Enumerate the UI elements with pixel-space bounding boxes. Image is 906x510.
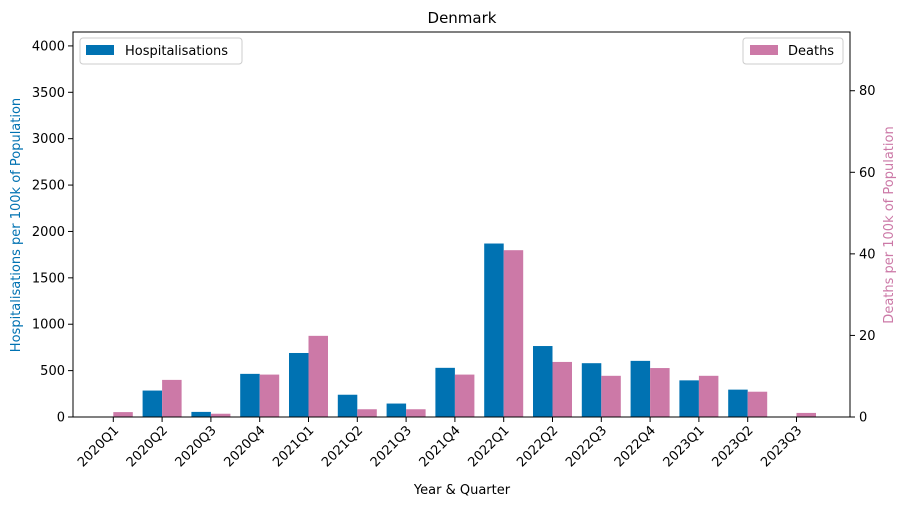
legend-hospitalisations: Hospitalisations xyxy=(79,37,243,65)
bar-hospitalisations-2023Q2 xyxy=(728,389,748,417)
legend-deaths: Deaths xyxy=(742,37,844,65)
bar-deaths-2021Q4 xyxy=(454,374,475,417)
y-right-tick-label-60: 60 xyxy=(859,166,876,181)
bar-hospitalisations-2021Q2 xyxy=(337,394,358,417)
bar-hospitalisations-2022Q3 xyxy=(581,363,602,417)
y-left-tick-label-3000: 3000 xyxy=(32,132,65,147)
bar-hospitalisations-2022Q2 xyxy=(533,346,553,417)
bar-deaths-2023Q3 xyxy=(796,412,816,417)
y-left-tick-label-0: 0 xyxy=(57,411,65,426)
y-left-tick-label-2500: 2500 xyxy=(32,179,65,194)
bar-deaths-2020Q4 xyxy=(259,374,280,417)
y-left-tick-label-500: 500 xyxy=(40,364,65,379)
bars-group xyxy=(113,243,816,417)
legend-box-hospitalisations xyxy=(79,37,243,65)
bar-deaths-2022Q3 xyxy=(601,375,621,417)
bar-deaths-2023Q2 xyxy=(747,391,768,417)
y-right-tick-label-40: 40 xyxy=(859,247,876,262)
chart-title: Denmark xyxy=(428,9,497,27)
bar-hospitalisations-2020Q2 xyxy=(142,390,163,417)
bar-deaths-2022Q1 xyxy=(503,250,524,417)
bar-hospitalisations-2022Q4 xyxy=(630,360,651,417)
y-right-tick-label-20: 20 xyxy=(859,329,876,344)
bar-deaths-2022Q2 xyxy=(552,361,572,417)
bar-deaths-2020Q3 xyxy=(210,413,231,417)
bar-deaths-2021Q3 xyxy=(406,409,426,417)
bar-hospitalisations-2021Q1 xyxy=(289,352,309,417)
bar-deaths-2021Q2 xyxy=(357,409,377,417)
y-left-tick-label-4000: 4000 xyxy=(32,39,65,54)
legend-box-deaths xyxy=(742,37,844,65)
y-left-tick-label-2000: 2000 xyxy=(32,225,65,240)
y-right-tick-label-80: 80 xyxy=(859,84,876,99)
y-axis-right-label: Deaths per 100k of Population xyxy=(882,126,897,323)
x-axis-label: Year & Quarter xyxy=(413,483,511,498)
y-left-tick-label-1500: 1500 xyxy=(32,271,65,286)
bar-hospitalisations-2020Q3 xyxy=(191,411,211,417)
bar-deaths-2021Q1 xyxy=(308,335,328,417)
y-left-tick-label-3500: 3500 xyxy=(32,86,65,101)
bar-deaths-2020Q2 xyxy=(162,379,182,417)
legend-label-hospitalisations: Hospitalisations xyxy=(125,44,228,59)
legend-label-deaths: Deaths xyxy=(788,44,834,59)
y-left-tick-label-1000: 1000 xyxy=(32,318,65,333)
legend-swatch-deaths xyxy=(750,45,778,55)
bar-deaths-2022Q4 xyxy=(650,368,670,417)
bar-deaths-2020Q1 xyxy=(113,412,133,417)
bar-hospitalisations-2022Q1 xyxy=(484,243,504,417)
bar-hospitalisations-2023Q1 xyxy=(679,380,699,417)
bar-hospitalisations-2021Q3 xyxy=(386,403,407,417)
legend-swatch-hospitalisations xyxy=(86,45,114,55)
bar-hospitalisations-2021Q4 xyxy=(435,367,455,417)
bar-hospitalisations-2020Q4 xyxy=(240,373,260,417)
bar-deaths-2023Q1 xyxy=(698,375,719,417)
y-axis-left-label: Hospitalisations per 100k of Population xyxy=(9,98,24,352)
plot-frame xyxy=(72,31,851,418)
y-right-tick-label-0: 0 xyxy=(859,411,867,426)
